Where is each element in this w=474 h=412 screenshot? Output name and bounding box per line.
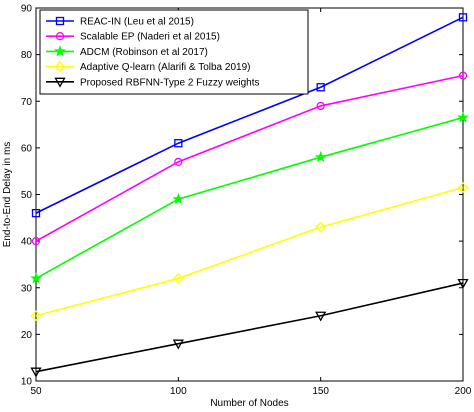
series-5 bbox=[30, 278, 469, 378]
series-line bbox=[35, 16, 464, 214]
legend-entry: Adaptive Q-learn (Alarifi & Tolba 2019) bbox=[46, 61, 250, 73]
y-tick-label: 40 bbox=[21, 237, 33, 248]
series-3 bbox=[30, 111, 469, 284]
data-point bbox=[54, 45, 66, 57]
data-point bbox=[458, 13, 468, 22]
data-point bbox=[172, 339, 184, 350]
data-point bbox=[30, 310, 42, 322]
data-point bbox=[457, 111, 469, 123]
series-line bbox=[35, 282, 464, 373]
data-point bbox=[315, 311, 327, 322]
series-line bbox=[35, 186, 464, 317]
data-point bbox=[30, 272, 42, 284]
axis-ticks: 50 100 150 200 10 20 30 40 50 60 70 80 90 bbox=[21, 4, 472, 398]
data-point bbox=[31, 236, 41, 246]
series-layer bbox=[30, 13, 469, 378]
data-point bbox=[55, 32, 65, 41]
data-point bbox=[315, 221, 327, 233]
series-line bbox=[35, 116, 464, 280]
data-point bbox=[172, 193, 185, 205]
series-2 bbox=[31, 71, 468, 246]
x-axis-label: Number of Nodes bbox=[210, 398, 288, 409]
data-point bbox=[174, 139, 183, 148]
data-point bbox=[174, 157, 183, 167]
legend-entry: ADCM (Robinson et al 2017) bbox=[46, 45, 208, 58]
data-point bbox=[316, 101, 325, 111]
y-axis-label: End-to-End Delay in ms bbox=[2, 142, 13, 248]
legend-label: Adaptive Q-learn (Alarifi & Tolba 2019) bbox=[80, 62, 250, 73]
y-tick-label: 80 bbox=[21, 50, 33, 61]
data-point bbox=[457, 278, 469, 289]
legend-box bbox=[39, 9, 309, 95]
x-tick-label: 200 bbox=[455, 386, 472, 397]
legend-label: ADCM (Robinson et al 2017) bbox=[80, 47, 208, 58]
data-point bbox=[457, 182, 469, 193]
y-tick-label: 70 bbox=[21, 97, 33, 108]
y-tick-label: 20 bbox=[21, 330, 33, 341]
x-tick-label: 150 bbox=[312, 386, 329, 397]
legend-entry: REAC-IN (Leu et al 2015) bbox=[46, 17, 194, 28]
data-point bbox=[316, 83, 325, 92]
y-tick-label: 10 bbox=[21, 377, 33, 388]
data-point bbox=[314, 151, 327, 163]
legend-label: REAC-IN (Leu et al 2015) bbox=[80, 17, 194, 28]
y-tick-label: 60 bbox=[21, 143, 33, 154]
legend-entry: Scalable EP (Naderi et al 2015) bbox=[46, 32, 220, 43]
x-tick-label: 50 bbox=[30, 386, 42, 397]
y-tick-label: 30 bbox=[21, 283, 33, 294]
data-point bbox=[458, 71, 468, 80]
data-point bbox=[54, 77, 66, 88]
legend-entry: Proposed RBFNN-Type 2 Fuzzy weights bbox=[46, 77, 260, 88]
series-4 bbox=[30, 182, 469, 322]
legend-label: Proposed RBFNN-Type 2 Fuzzy weights bbox=[80, 77, 260, 88]
y-tick-label: 90 bbox=[21, 4, 33, 15]
data-point bbox=[55, 16, 65, 26]
data-point bbox=[31, 208, 41, 218]
data-point bbox=[54, 61, 66, 73]
data-point bbox=[30, 367, 42, 378]
legend-label: Scalable EP (Naderi et al 2015) bbox=[80, 32, 220, 43]
legend: REAC-IN (Leu et al 2015) Scalable EP (Nad… bbox=[39, 9, 309, 95]
series-1 bbox=[31, 13, 468, 218]
data-point bbox=[172, 273, 184, 284]
y-tick-label: 50 bbox=[21, 190, 33, 201]
series-line bbox=[35, 74, 464, 242]
x-tick-label: 100 bbox=[170, 386, 187, 397]
